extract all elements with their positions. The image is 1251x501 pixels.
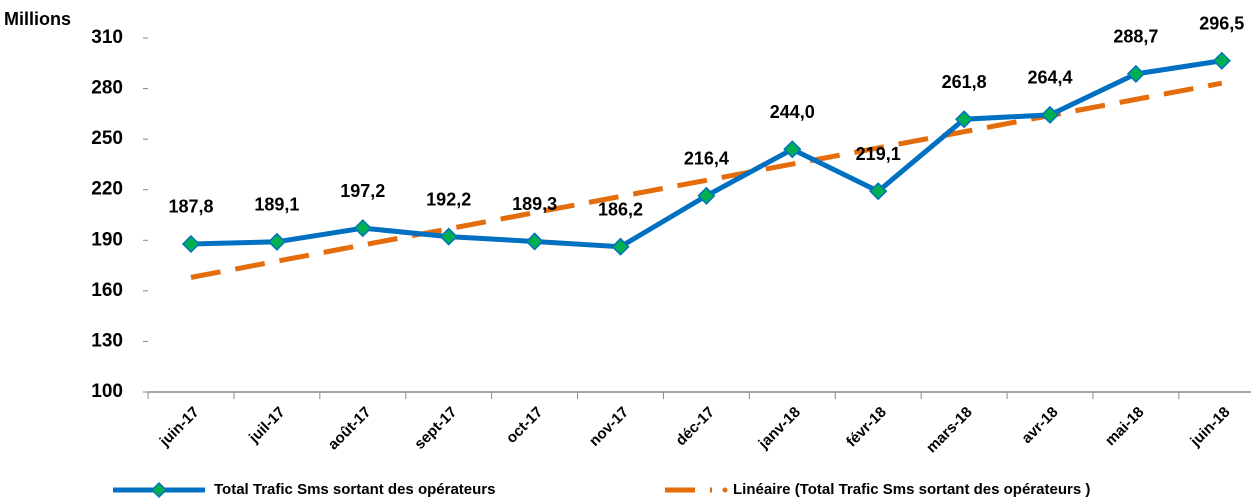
y-tick-label: 190 xyxy=(91,229,123,250)
marker xyxy=(1126,64,1145,83)
legend-label: Total Trafic Sms sortant des opérateurs xyxy=(214,481,495,498)
marker xyxy=(439,227,458,246)
marker xyxy=(353,219,372,238)
x-tick-label: mars-18 xyxy=(923,404,976,457)
data-label: 288,7 xyxy=(1113,27,1158,47)
y-tick-label: 250 xyxy=(91,128,123,149)
data-label: 189,3 xyxy=(512,194,557,214)
legend-label: Linéaire (Total Trafic Sms sortant des o… xyxy=(733,481,1090,498)
marker xyxy=(869,182,888,201)
x-tick-label: août-17 xyxy=(325,404,375,454)
y-axis-label: Millions xyxy=(4,9,71,29)
x-tick-label: juil-17 xyxy=(245,404,288,447)
data-label: 261,8 xyxy=(942,72,987,92)
x-tick-label: oct-17 xyxy=(503,404,546,447)
x-tick-label: févr-18 xyxy=(843,404,890,451)
x-tick-label: juin-17 xyxy=(156,404,203,451)
marker xyxy=(783,140,802,159)
y-tick-label: 220 xyxy=(91,179,123,200)
marker xyxy=(181,234,201,254)
marker xyxy=(955,110,974,129)
marker xyxy=(1212,51,1231,70)
x-tick-label: avr-18 xyxy=(1018,404,1061,447)
marker xyxy=(267,232,286,251)
legend-dot xyxy=(722,487,728,493)
y-tick-label: 160 xyxy=(91,280,123,301)
legend-marker xyxy=(150,481,168,499)
data-label: 219,1 xyxy=(856,144,901,164)
y-tick-label: 280 xyxy=(91,78,123,99)
data-label: 189,1 xyxy=(254,195,299,215)
data-label: 197,2 xyxy=(340,181,385,201)
x-tick-label: nov-17 xyxy=(586,404,632,450)
y-tick-label: 130 xyxy=(91,330,123,351)
x-tick-label: déc-17 xyxy=(672,404,718,450)
marker xyxy=(1040,105,1060,124)
data-label: 187,8 xyxy=(168,197,213,217)
data-label: 244,0 xyxy=(770,102,815,122)
x-tick-label: mai-18 xyxy=(1102,404,1148,450)
marker xyxy=(611,237,630,256)
x-tick-label: janv-18 xyxy=(755,404,804,453)
x-tick-label: juin-18 xyxy=(1187,404,1234,451)
data-label: 296,5 xyxy=(1199,14,1244,34)
y-tick-label: 310 xyxy=(91,27,123,48)
data-label: 216,4 xyxy=(684,149,729,169)
x-tick-label: sept-17 xyxy=(411,404,460,453)
data-label: 192,2 xyxy=(426,189,471,209)
marker xyxy=(525,232,544,251)
data-label: 186,2 xyxy=(598,199,643,219)
marker xyxy=(697,186,716,205)
data-label: 264,4 xyxy=(1027,68,1072,88)
y-tick-label: 100 xyxy=(91,381,123,402)
